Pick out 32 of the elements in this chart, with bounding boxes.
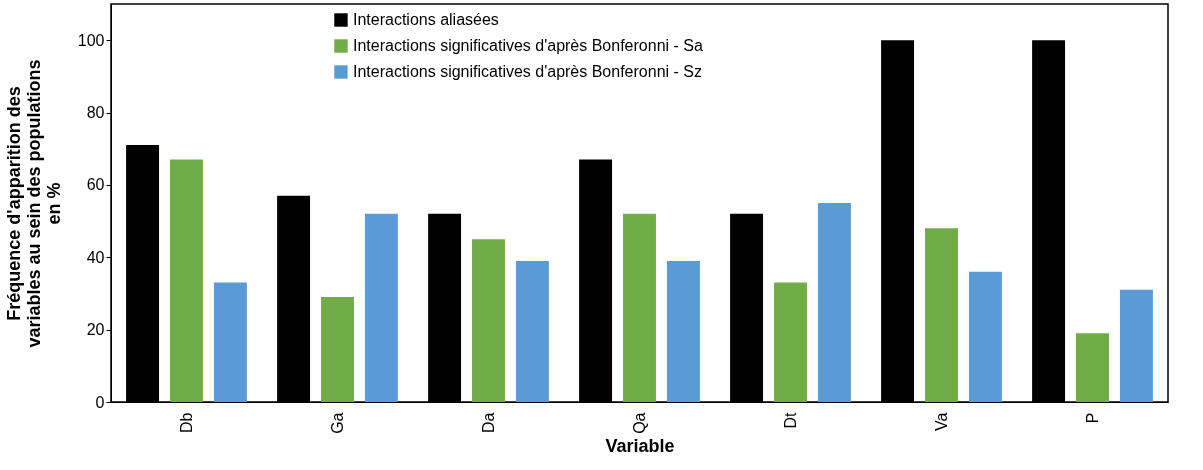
bar — [364, 213, 398, 402]
bar — [321, 297, 354, 402]
x-tick-label: Dt — [781, 411, 799, 429]
bar — [170, 159, 203, 402]
x-tick-label: Ga — [328, 412, 346, 434]
y-tick-label: 80 — [86, 104, 105, 122]
x-tick-label: Db — [177, 412, 195, 433]
bar — [515, 260, 549, 402]
y-tick-label: 0 — [95, 393, 105, 411]
legend-label: Interactions aliasées — [352, 11, 499, 28]
x-tick-label: P — [1083, 412, 1101, 424]
bar — [774, 282, 807, 402]
y-tick-label: 60 — [86, 176, 105, 194]
y-tick-label: 20 — [86, 321, 105, 339]
bar — [623, 213, 656, 402]
bar — [1076, 333, 1109, 402]
x-tick-label: Va — [932, 412, 950, 431]
bar — [968, 271, 1002, 402]
x-tick-label: Qa — [630, 412, 648, 434]
bar — [817, 203, 851, 402]
bar — [213, 282, 247, 402]
legend-label: Interactions significatives d'après Bonferonni - Sa — [352, 37, 703, 54]
x-tick-label: Da — [479, 412, 497, 433]
y-tick-label: 40 — [86, 248, 105, 266]
bar — [1119, 289, 1153, 402]
bar — [472, 239, 505, 402]
bar — [925, 228, 958, 402]
legend-label: Interactions significatives d'après Bonferonni - Sz — [352, 63, 702, 80]
y-axis-title: Fréquence d'apparition des variables au sein des populations en % — [3, 59, 64, 348]
y-tick-label: 100 — [77, 31, 105, 49]
x-axis-title: Variable — [605, 435, 675, 456]
bar — [666, 260, 700, 402]
